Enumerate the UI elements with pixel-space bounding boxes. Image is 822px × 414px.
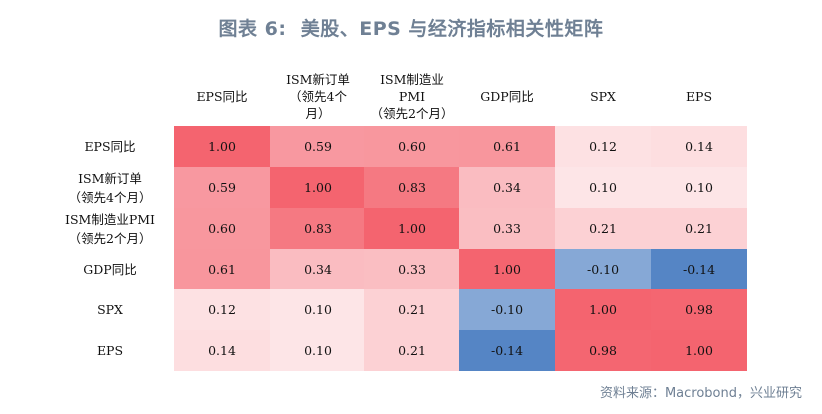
matrix-cell: 1.00 xyxy=(364,208,460,249)
matrix-cell: 0.10 xyxy=(270,330,366,371)
matrix-cell: 0.12 xyxy=(174,289,270,330)
row-header: SPX xyxy=(97,302,123,317)
matrix-cell: 0.10 xyxy=(270,289,366,330)
column-header: EPS同比 xyxy=(196,88,248,104)
matrix-cell: 0.34 xyxy=(270,249,366,289)
matrix-cell: 0.98 xyxy=(555,330,651,371)
matrix-cell: 0.59 xyxy=(270,126,366,167)
matrix-cell: 1.00 xyxy=(459,249,555,289)
row-header: ISM制造业PMI （领先2个月） xyxy=(65,211,155,246)
matrix-cell: 0.21 xyxy=(555,208,651,249)
row-header: EPS xyxy=(96,343,124,358)
matrix-cell: 0.14 xyxy=(174,330,270,371)
matrix-cell: 1.00 xyxy=(270,167,366,208)
column-header: SPX xyxy=(590,88,616,104)
matrix-cell: 0.83 xyxy=(270,208,366,249)
matrix-cell: 0.60 xyxy=(364,126,460,167)
matrix-cell: 0.60 xyxy=(174,208,270,249)
chart-title: 图表 6: 美股、EPS 与经济指标相关性矩阵 xyxy=(0,14,822,41)
row-header: ISM新订单 （领先4个月） xyxy=(68,170,152,205)
matrix-cell: 1.00 xyxy=(555,289,651,330)
column-header: ISM制造业 PMI （领先2个月） xyxy=(370,71,454,121)
matrix-cell: 0.33 xyxy=(459,208,555,249)
matrix-cell: -0.10 xyxy=(459,289,555,330)
column-header: EPS xyxy=(685,88,713,104)
column-header: ISM新订单 （领先4个 月） xyxy=(286,71,350,121)
matrix-cell: 0.59 xyxy=(174,167,270,208)
matrix-cell: 0.21 xyxy=(364,289,460,330)
row-header: GDP同比 xyxy=(83,261,137,277)
chart-title-label: 图表 6: xyxy=(218,18,287,40)
matrix-cell: 0.34 xyxy=(459,167,555,208)
matrix-cell: -0.10 xyxy=(555,249,651,289)
matrix-cell: 0.10 xyxy=(555,167,651,208)
matrix-cell: 0.21 xyxy=(364,330,460,371)
matrix-cell: 0.98 xyxy=(651,289,747,330)
matrix-cell: 0.33 xyxy=(364,249,460,289)
row-header: EPS同比 xyxy=(84,139,136,154)
matrix-cell: -0.14 xyxy=(651,249,747,289)
matrix-cell: -0.14 xyxy=(459,330,555,371)
source-note: 资料来源：Macrobond，兴业研究 xyxy=(599,386,802,401)
matrix-cell: 0.61 xyxy=(174,249,270,289)
matrix-cell: 1.00 xyxy=(174,126,270,167)
matrix-cell: 0.21 xyxy=(651,208,747,249)
matrix-cell: 0.14 xyxy=(651,126,747,167)
matrix-cell: 0.12 xyxy=(555,126,651,167)
column-header: GDP同比 xyxy=(480,88,534,104)
chart-title-text: 美股、EPS 与经济指标相关性矩阵 xyxy=(300,18,604,40)
matrix-cell: 0.10 xyxy=(651,167,747,208)
matrix-cell: 0.61 xyxy=(459,126,555,167)
matrix-cell: 0.83 xyxy=(364,167,460,208)
matrix-cell: 1.00 xyxy=(651,330,747,371)
